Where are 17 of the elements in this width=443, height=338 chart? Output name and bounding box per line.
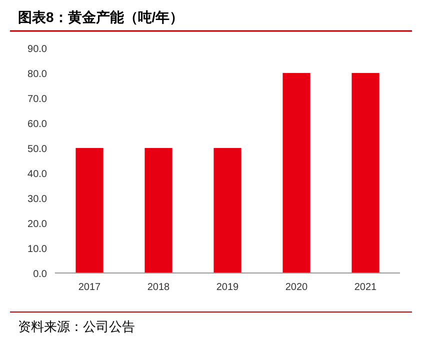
y-tick-label: 40.0	[28, 169, 48, 180]
x-tick-label: 2017	[78, 282, 102, 293]
y-tick-label: 80.0	[28, 69, 48, 80]
text: 资料来源：公司公告	[18, 319, 135, 334]
y-tick-label: 60.0	[28, 119, 48, 130]
x-tick-label: 2021	[354, 282, 378, 293]
y-tick-label: 30.0	[28, 194, 48, 205]
chart-title: 图表8：黄金产能（吨/年）	[18, 9, 184, 25]
y-tick-label: 10.0	[28, 244, 48, 255]
y-tick-label: 0.0	[33, 269, 48, 280]
x-tick-label: 2019	[216, 282, 240, 293]
x-tick-label: 2018	[147, 282, 170, 293]
y-tick-label: 90.0	[28, 44, 48, 55]
y-tick-label: 50.0	[28, 144, 48, 155]
y-tick-label: 20.0	[28, 219, 48, 230]
x-tick-label: 2020	[285, 282, 308, 293]
y-tick-label: 70.0	[28, 94, 48, 105]
